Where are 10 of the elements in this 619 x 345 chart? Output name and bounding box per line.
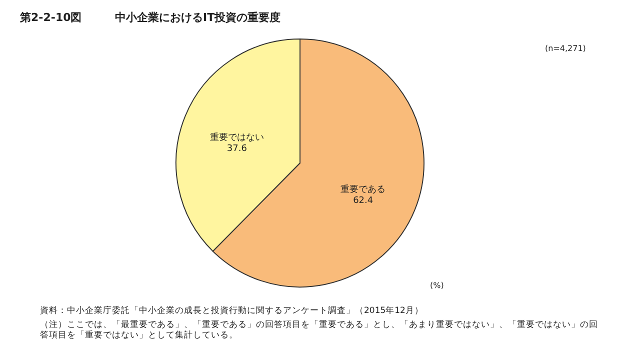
- text: (n=4,271): [545, 44, 586, 53]
- text: 資料：中小企業庁委託「中小企業の成長と投資行動に関するアンケート調査」（2015年12月）: [40, 305, 424, 316]
- chart-title: 中小企業におけるIT投資の重要度: [115, 11, 281, 24]
- text: （注）ここでは、「最重要である」、「重要である」の回答項目を「重要である」とし、「あまり重要ではない」、「重要ではない」の回答項目を「重要ではない」として集計している。: [40, 319, 598, 340]
- slice-label: 重要ではない: [210, 132, 264, 144]
- data-label: 62.4: [353, 196, 374, 206]
- text: 第2-2-10図: [19, 11, 82, 24]
- text: (%): [430, 281, 444, 290]
- slice-label: 重要である: [340, 184, 386, 195]
- data-label: 37.6: [226, 144, 248, 154]
